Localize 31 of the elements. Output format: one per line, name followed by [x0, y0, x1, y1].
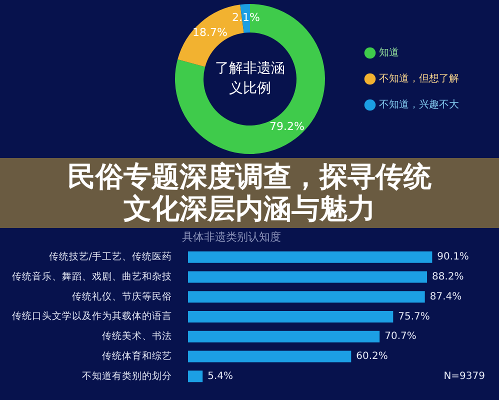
- data-label: 88.2%: [432, 272, 464, 283]
- text: 了解非遗涵义比例: [215, 60, 285, 97]
- data-label: 70.7%: [384, 331, 416, 342]
- y-tick-label: 传统音乐、舞蹈、戏剧、曲艺和杂技: [12, 270, 172, 282]
- data-label: 75.7%: [398, 311, 430, 322]
- text: N=9379: [444, 370, 485, 382]
- chart-subtitle: 具体非遗类别认知度: [182, 230, 281, 244]
- legend-label: 知道: [379, 46, 399, 59]
- data-label: 90.1%: [437, 252, 469, 263]
- bar: [188, 370, 203, 382]
- chart-title: 民俗专题深度调查，探寻传统文化深层内涵与魅力: [66, 160, 432, 225]
- y-tick-label: 不知道有类别的划分: [82, 370, 172, 382]
- data-label: 18.7%: [192, 26, 228, 40]
- y-tick-label: 传统体育和综艺: [102, 350, 172, 362]
- legend-label: 不知道，但想了解: [379, 72, 459, 85]
- y-tick-label: 传统美术、书法: [102, 330, 172, 342]
- data-label: 79.2%: [269, 120, 304, 134]
- data-label: 87.4%: [430, 291, 462, 302]
- bar: [188, 310, 394, 323]
- data-label: 2.1%: [232, 11, 260, 24]
- y-tick-label: 传统技艺/手工艺、传统医药: [48, 250, 172, 263]
- data-label: 5.4%: [208, 370, 234, 382]
- bar: [188, 330, 380, 342]
- y-tick-label: 传统礼仪、节庆等民俗: [72, 290, 172, 302]
- bar: [188, 291, 425, 303]
- bar: [188, 271, 428, 283]
- y-tick-label: 传统口头文学以及作为其载体的语言: [12, 310, 172, 322]
- data-label: 60.2%: [356, 351, 388, 362]
- legend-label: 不知道，兴趣不大: [379, 98, 459, 111]
- bar: [188, 350, 352, 362]
- bar: [188, 251, 432, 263]
